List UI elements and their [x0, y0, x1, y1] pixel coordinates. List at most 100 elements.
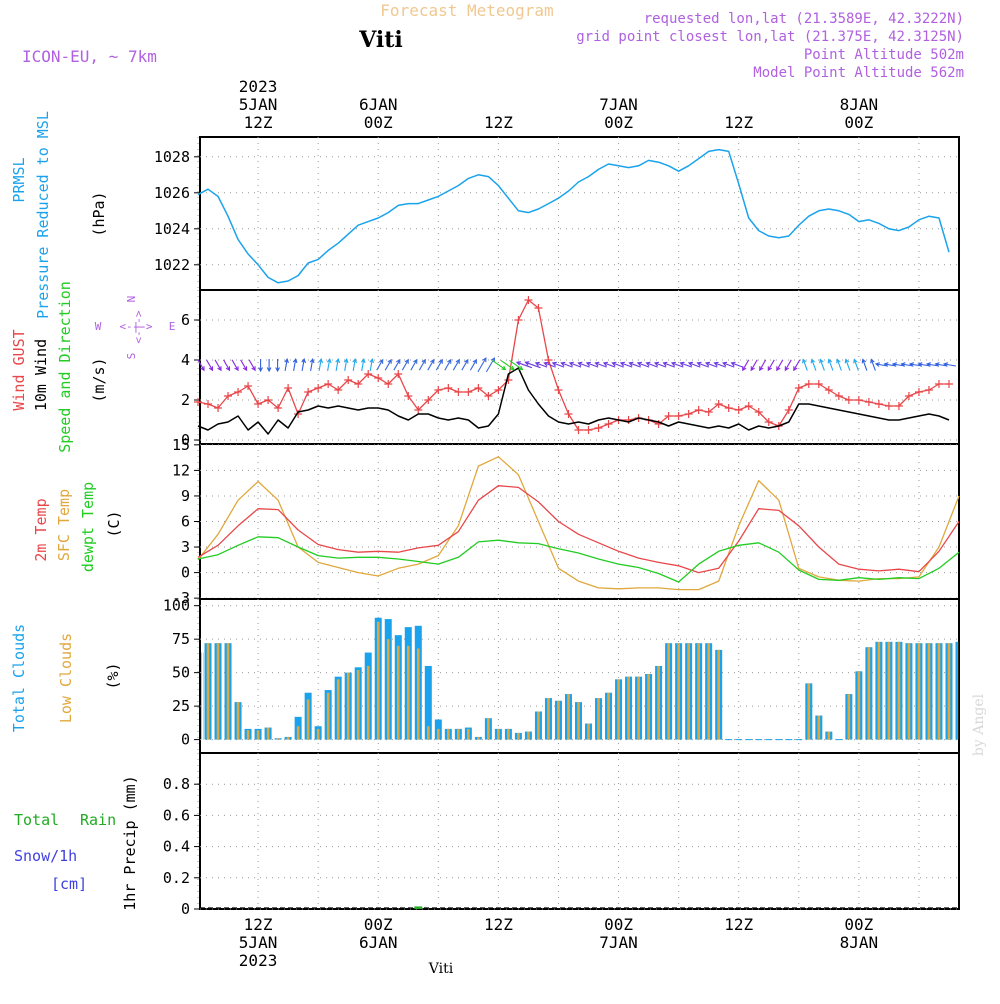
- info-line: requested lon,lat (21.3589E, 42.3222N): [644, 11, 964, 27]
- wind-direction-arrow-icon: [319, 359, 323, 371]
- wind-direction-arrow-icon: [377, 360, 383, 370]
- low-clouds-bar: [657, 666, 660, 740]
- top-time-label: 12Z: [484, 113, 513, 132]
- gust-marker: [795, 384, 803, 392]
- bottom-time-label: 00Z: [364, 915, 393, 934]
- gust-marker: [605, 420, 613, 428]
- top-time-label: 12Z: [244, 113, 273, 132]
- low-clouds-bar: [467, 729, 470, 740]
- low-clouds-bar: [217, 643, 220, 739]
- gust-marker: [785, 406, 793, 414]
- gust-marker: [284, 384, 292, 392]
- low-clouds-bar: [277, 738, 280, 739]
- pressure-line: [198, 150, 949, 283]
- low-clouds-bar: [828, 732, 831, 740]
- location-title: Viti: [358, 27, 403, 53]
- low-clouds-bar: [717, 650, 720, 740]
- low-clouds-bar: [287, 737, 290, 740]
- low-clouds-bar: [868, 647, 871, 739]
- gust-marker: [314, 384, 322, 392]
- low-clouds-bar: [227, 643, 230, 739]
- dewpt-label: dewpt Temp: [79, 482, 97, 572]
- wind-direction-arrow-icon: [370, 359, 374, 371]
- low-clouds-bar: [527, 732, 530, 740]
- gust-marker: [915, 388, 923, 396]
- wind-direction-arrow-icon: [411, 360, 417, 370]
- low-clouds-bar: [878, 642, 881, 740]
- pressure-ytick-label: 1026: [154, 184, 190, 202]
- snow-unit: [cm]: [51, 875, 87, 893]
- sfc-temp-label: SFC Temp: [55, 489, 73, 561]
- wind-direction-arrow-icon: [215, 360, 221, 370]
- precip-ytick-label: 0.4: [163, 838, 190, 856]
- low-clouds-bar: [617, 679, 620, 739]
- gust-marker: [374, 374, 382, 382]
- gust-marker: [825, 386, 833, 394]
- low-clouds-bar: [207, 643, 210, 739]
- precip-ytick-label: 0.8: [163, 775, 190, 793]
- total-rain-label: Rain: [80, 811, 116, 829]
- bottom-time-label: 12Z: [244, 915, 273, 934]
- wind-direction-arrow-icon: [436, 360, 442, 370]
- wind-direction-arrow-icon: [361, 359, 365, 371]
- low-clouds-bar: [808, 683, 811, 739]
- gust-marker: [675, 412, 683, 420]
- gust-marker: [585, 426, 593, 434]
- low-clouds-bar: [247, 730, 250, 739]
- low-clouds-bar: [487, 718, 490, 739]
- gust-marker: [444, 384, 452, 392]
- top-time-label: 2023: [239, 77, 278, 96]
- wind-dir-label: Speed and Direction: [56, 281, 74, 453]
- wind-direction-arrow-icon: [224, 360, 230, 370]
- gust-marker: [865, 398, 873, 406]
- low-clouds-bar: [577, 702, 580, 739]
- low-clouds-bar: [647, 674, 650, 740]
- low-clouds-bar: [597, 698, 600, 740]
- total-rain-label: Total: [14, 811, 59, 829]
- dewpt-line: [198, 537, 959, 582]
- temp-ytick-label: 15: [172, 436, 190, 454]
- wind-direction-arrow-icon: [394, 360, 400, 370]
- wind-ytick-label: 2: [181, 391, 190, 409]
- gust-marker: [835, 392, 843, 400]
- top-time-label: 7JAN: [599, 95, 638, 114]
- gust-marker: [875, 400, 883, 408]
- wind-direction-arrow-icon: [385, 360, 391, 370]
- wind-ytick-label: 6: [181, 311, 190, 329]
- wind-direction-arrow-icon: [267, 359, 271, 371]
- low-clouds-bar: [497, 729, 500, 740]
- info-line: grid point closest lon,lat (21.375E, 42.…: [576, 29, 964, 45]
- pressure-ytick-label: 1022: [154, 256, 190, 274]
- gust-marker: [324, 380, 332, 388]
- low-clouds-bar: [307, 699, 310, 739]
- low-clouds-bar: [537, 711, 540, 739]
- wind-direction-arrow-icon: [785, 360, 791, 370]
- gust-marker: [595, 424, 603, 432]
- bottom-time-label: 00Z: [844, 915, 873, 934]
- pressure-unit: (hPa): [90, 191, 108, 236]
- top-time-label: 12Z: [724, 113, 753, 132]
- bottom-time-label: 8JAN: [840, 933, 879, 952]
- gust-marker: [805, 380, 813, 388]
- wind-direction-arrow-icon: [327, 359, 331, 371]
- gust-marker: [254, 400, 262, 408]
- sfc-temp-line: [198, 457, 959, 590]
- low-clouds-bar: [687, 643, 690, 739]
- gust-marker: [204, 400, 212, 408]
- pressure-label: PRMSL: [10, 157, 28, 202]
- low-clouds-bar: [707, 643, 710, 739]
- gust-marker: [454, 388, 462, 396]
- low-clouds-bar: [357, 670, 360, 740]
- wind-direction-arrow-icon: [428, 360, 434, 370]
- compass-ns-arrows: <-|->: [132, 310, 145, 343]
- low-clouds-label: Low Clouds: [57, 633, 75, 723]
- low-clouds-bar: [267, 728, 270, 740]
- temp-ytick-label: 6: [181, 513, 190, 531]
- low-clouds-bar: [203, 653, 204, 740]
- low-clouds-bar: [557, 701, 560, 740]
- low-clouds-bar: [437, 729, 440, 740]
- temp-frame: [200, 444, 959, 599]
- top-time-label: 00Z: [364, 113, 393, 132]
- gust-marker: [685, 410, 693, 418]
- footer-location: Viti: [428, 961, 454, 977]
